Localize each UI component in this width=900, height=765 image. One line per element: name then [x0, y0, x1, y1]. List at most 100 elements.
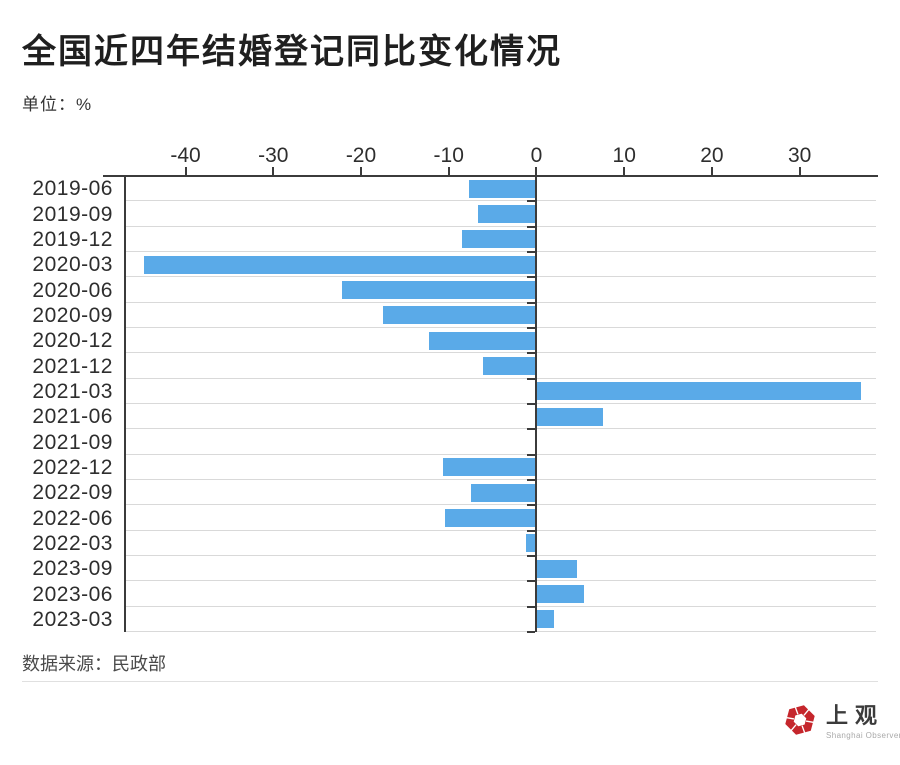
zero-baseline-tick	[527, 327, 536, 329]
zero-baseline-tick	[527, 504, 536, 507]
zero-baseline-tick	[527, 200, 536, 203]
row-separator	[125, 225, 876, 227]
bar-2022-03	[525, 534, 537, 553]
x-tick-mark	[623, 167, 626, 176]
row-separator	[125, 428, 876, 430]
row-label: 2021-06	[32, 405, 113, 429]
x-tick-label: 0	[530, 144, 543, 167]
zero-baseline	[535, 176, 538, 632]
zero-baseline-tick	[527, 479, 536, 481]
row-separator	[125, 352, 876, 354]
row-label: 2023-06	[32, 582, 113, 606]
bar-2019-12	[461, 230, 537, 249]
row-label: 2022-12	[32, 455, 113, 479]
x-tick-mark	[272, 167, 275, 176]
row-separator	[125, 301, 876, 303]
x-tick-label: 20	[700, 144, 724, 167]
x-tick-mark	[535, 167, 538, 176]
x-axis-line	[103, 175, 878, 177]
x-tick-mark	[447, 167, 450, 176]
page-title: 全国近四年结婚登记同比变化情况	[22, 33, 562, 71]
row-label: 2022-03	[32, 531, 113, 555]
logo-text: 上观 Shanghai Observer	[826, 702, 900, 740]
bar-2023-09	[537, 559, 577, 578]
row-label: 2021-12	[32, 354, 113, 378]
x-tick-label: 10	[612, 144, 636, 167]
bar-2023-06	[537, 585, 584, 603]
bar-2022-06	[445, 509, 537, 527]
bar-2020-09	[382, 306, 537, 325]
row-label: 2022-06	[32, 506, 113, 530]
row-separator	[125, 327, 876, 328]
x-tick-label: -30	[258, 144, 289, 167]
bar-2020-06	[341, 281, 537, 299]
aperture-hexagon-icon	[784, 705, 816, 735]
logo-en-text: Shanghai Observer	[826, 731, 900, 740]
row-label: 2019-12	[32, 227, 113, 251]
row-label: 2021-09	[32, 430, 113, 454]
bar-2020-03	[144, 255, 537, 274]
zero-baseline-tick	[527, 251, 536, 253]
plot-left-edge	[124, 176, 126, 632]
row-separator	[125, 529, 876, 531]
row-separator	[125, 605, 876, 607]
zero-baseline-tick	[527, 276, 536, 279]
zero-baseline-tick	[527, 529, 536, 532]
zero-baseline-tick	[527, 428, 536, 431]
bar-2022-09	[470, 483, 537, 502]
bar-2019-09	[477, 205, 537, 223]
bar-2021-12	[482, 357, 537, 375]
zero-baseline-tick	[527, 377, 536, 380]
zero-baseline-tick	[527, 301, 536, 304]
row-label: 2022-09	[32, 481, 113, 505]
row-separator	[125, 580, 876, 582]
zero-baseline-tick	[527, 225, 536, 228]
x-tick-mark	[360, 167, 362, 176]
bar-2022-12	[443, 458, 537, 477]
zero-baseline-tick	[527, 580, 536, 583]
row-separator	[125, 251, 876, 252]
row-label: 2023-03	[32, 607, 113, 631]
zero-baseline-tick	[527, 352, 536, 355]
row-label: 2021-03	[32, 379, 113, 403]
bar-2020-12	[429, 331, 537, 350]
shanghai-observer-logo: 上观 Shanghai Observer	[783, 702, 900, 740]
data-source-label: 数据来源：民政部	[22, 654, 166, 674]
row-separator	[125, 403, 876, 404]
bar-2023-03	[537, 610, 555, 629]
logo-cn-text: 上观	[826, 703, 885, 728]
row-separator	[125, 504, 876, 506]
bar-2021-06	[537, 407, 604, 426]
bar-2019-06	[468, 179, 537, 198]
x-tick-label: -10	[433, 144, 464, 167]
zero-baseline-tick	[527, 403, 536, 405]
row-label: 2020-06	[32, 278, 113, 302]
x-tick-label: -20	[345, 144, 377, 167]
unit-label: 单位：%	[22, 95, 93, 114]
row-separator	[125, 276, 876, 278]
row-label: 2019-06	[32, 177, 113, 201]
row-separator	[125, 631, 876, 632]
x-tick-label: 30	[787, 144, 812, 167]
row-label: 2020-09	[32, 303, 113, 327]
zero-baseline-tick	[527, 453, 536, 456]
x-tick-label: -40	[170, 144, 201, 167]
x-tick-mark	[710, 167, 713, 176]
row-label: 2020-03	[32, 253, 113, 277]
x-tick-mark	[798, 167, 801, 176]
row-label: 2019-09	[32, 202, 113, 226]
bar-2021-03	[537, 382, 862, 401]
x-tick-mark	[184, 167, 187, 176]
row-separator	[125, 200, 876, 202]
row-separator	[125, 479, 876, 480]
row-separator	[125, 377, 876, 379]
zero-baseline-tick	[527, 631, 536, 633]
row-label: 2020-12	[32, 329, 113, 353]
row-separator	[125, 555, 876, 556]
zero-baseline-tick	[527, 555, 536, 557]
zero-baseline-tick	[527, 605, 536, 608]
row-label: 2023-09	[32, 557, 113, 581]
row-separator	[125, 453, 876, 455]
